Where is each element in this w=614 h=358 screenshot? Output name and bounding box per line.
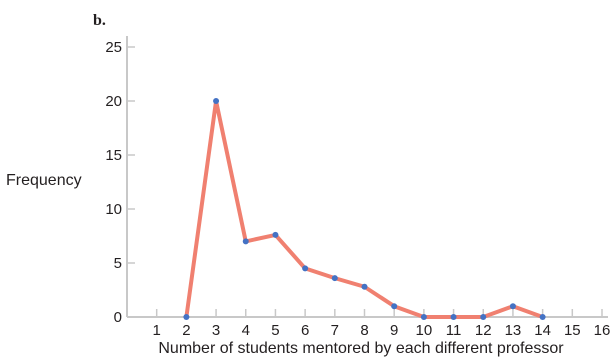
x-tick-label: 13 — [505, 322, 522, 339]
x-tick-label: 1 — [153, 322, 161, 339]
data-point — [391, 303, 398, 310]
x-tick-label: 15 — [564, 322, 581, 339]
data-point — [242, 238, 249, 245]
data-point — [480, 314, 487, 320]
x-tick-label: 14 — [534, 322, 551, 339]
x-tick-label: 6 — [301, 322, 309, 339]
data-point — [450, 314, 457, 320]
x-tick-label: 4 — [242, 322, 250, 339]
y-tick-label: 10 — [105, 201, 122, 218]
x-tick-label: 11 — [446, 322, 462, 339]
x-tick-label: 9 — [390, 322, 398, 339]
data-point — [420, 314, 427, 320]
x-tick-label: 5 — [271, 322, 279, 339]
y-tick-label: 15 — [105, 147, 122, 164]
data-point — [331, 275, 338, 282]
x-axis-ticks: 1 2 3 4 5 6 7 8 9 10 11 12 13 14 15 16 — [153, 309, 611, 339]
y-tick-label: 20 — [105, 93, 122, 110]
data-point — [539, 314, 546, 320]
y-axis-ticks: 0 5 10 15 20 25 — [105, 39, 135, 326]
panel-label: b. — [93, 12, 106, 29]
y-tick-label: 25 — [105, 39, 122, 56]
x-tick-label: 7 — [331, 322, 339, 339]
data-point — [183, 314, 190, 320]
data-point — [272, 231, 279, 238]
y-tick-label: 0 — [114, 309, 122, 326]
axes — [126, 36, 608, 318]
data-point — [361, 283, 368, 290]
data-point — [302, 265, 309, 272]
x-tick-label: 8 — [360, 322, 368, 339]
y-tick-label: 5 — [114, 255, 122, 272]
x-axis-title: Number of students mentored by each diff… — [158, 340, 564, 357]
y-axis-title: Frequency — [6, 172, 82, 189]
x-tick-label: 16 — [594, 322, 611, 339]
data-series — [183, 98, 546, 320]
data-point — [509, 303, 516, 310]
x-tick-label: 10 — [416, 322, 433, 339]
data-point — [213, 98, 220, 104]
x-tick-label: 3 — [212, 322, 220, 339]
x-tick-label: 12 — [475, 322, 492, 339]
x-tick-label: 2 — [182, 322, 190, 339]
